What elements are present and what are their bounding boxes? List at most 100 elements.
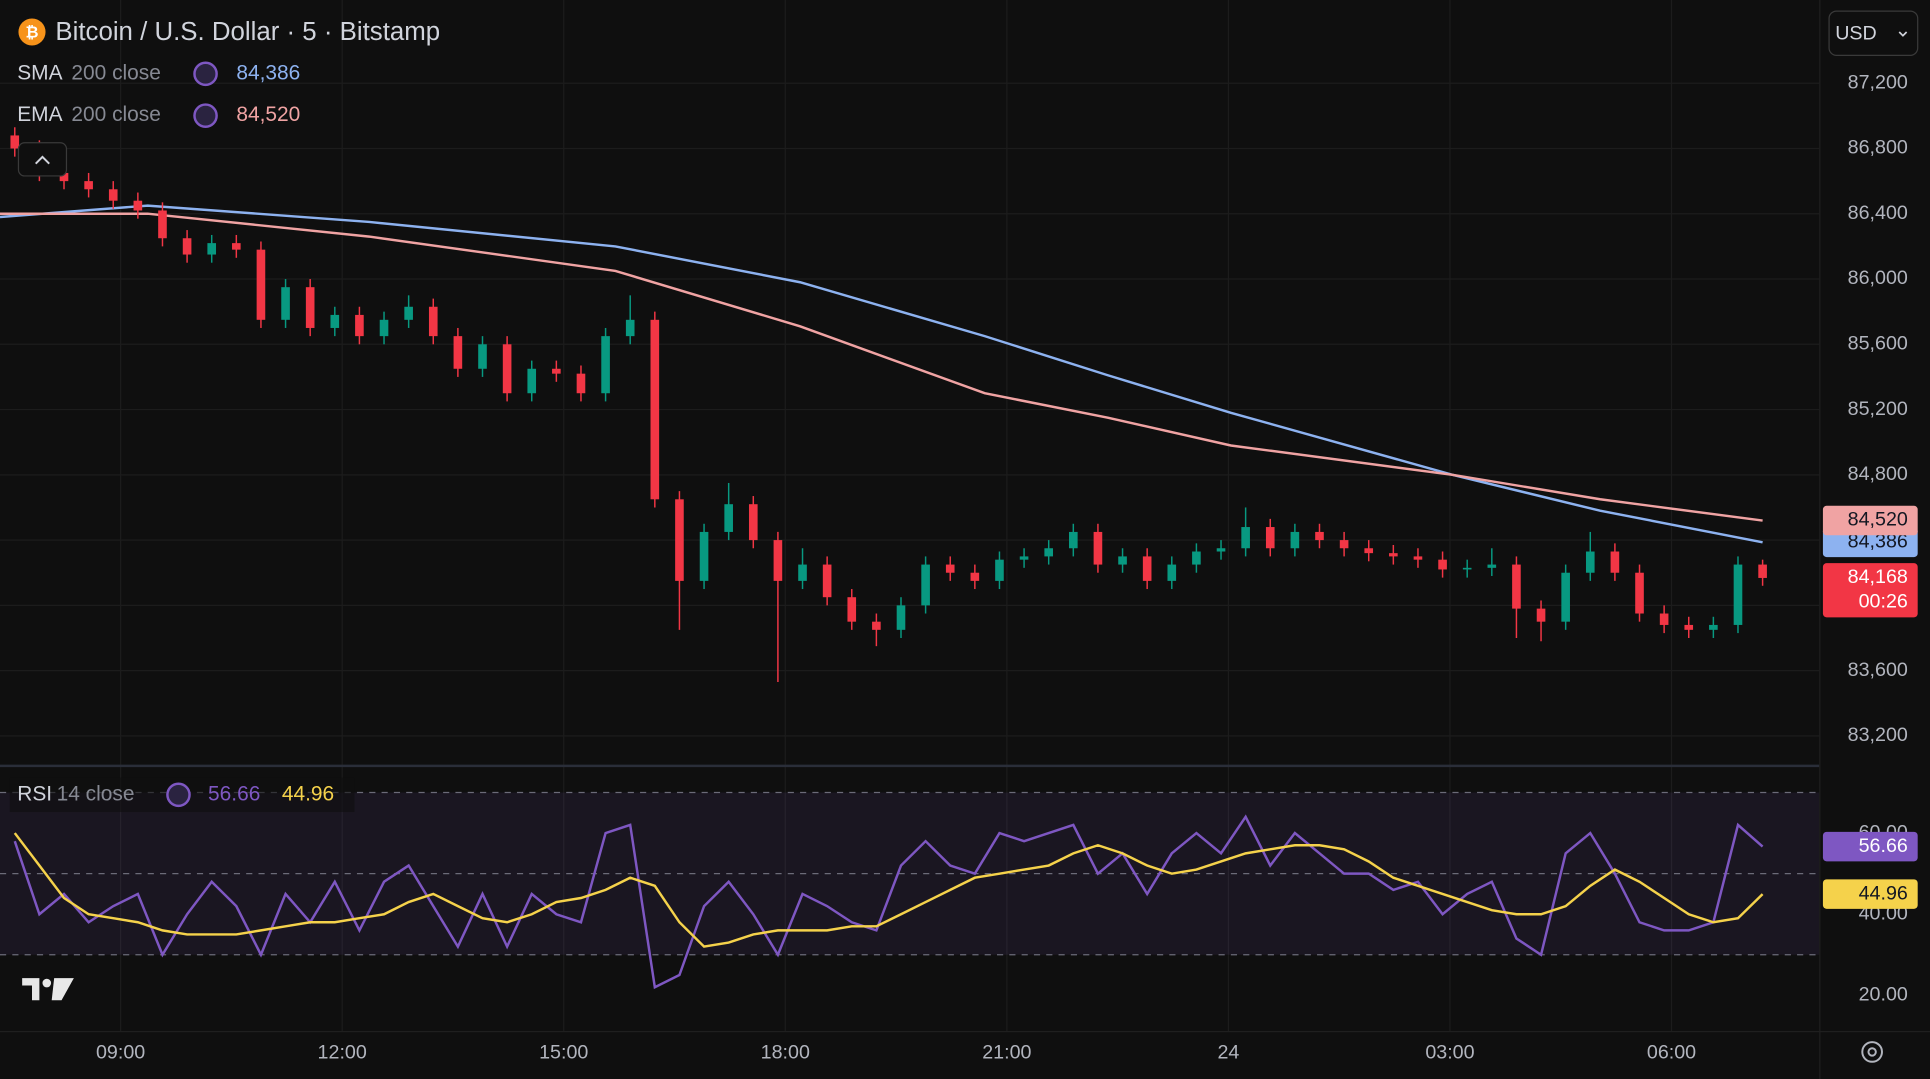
candle-body [1709,624,1718,630]
currency-button[interactable] [1828,10,1919,56]
candle-body [601,336,610,394]
x-tick-label: 12:00 [318,1041,367,1063]
candle-body [625,319,635,337]
y-tick-label: 86,000 [1848,267,1908,289]
candle-body [699,531,709,581]
candle-body [502,344,512,394]
candle-body [1413,556,1423,560]
candle-body [822,564,832,598]
logo-part [51,978,74,1001]
price-badge-label: 84,520 [1848,509,1908,531]
candle-body [1241,527,1250,549]
grid [0,0,1820,1032]
candle-body [1684,624,1694,630]
x-tick-label: 09:00 [96,1041,145,1063]
candle-body [207,243,217,255]
candle-body [1290,531,1300,549]
candle-body [305,287,315,328]
legend-params: 14 close [57,782,135,805]
y-tick-label: 85,600 [1848,332,1908,354]
candle-body [921,564,930,606]
tradingview-logo [22,978,74,1001]
y-tick-label: 20.00 [1859,984,1908,1006]
candle-body [281,287,290,320]
indicator-line [0,212,1763,522]
candle-body [428,306,438,337]
price-badge [1822,505,1918,536]
candle-body [1019,556,1029,560]
chart-title[interactable]: Bitcoin / U.S. Dollar · 5 · Bitstamp [55,18,440,46]
candle-body [453,336,463,369]
collapse-legend-button[interactable] [17,142,68,177]
candle-body [1733,564,1743,625]
x-tick-label: 24 [1217,1041,1239,1063]
settings-icon [1861,1041,1883,1063]
symbol-icon-glyph: ₿ [25,23,38,41]
candle-body [1093,531,1103,565]
candle-body [1142,556,1152,581]
legend-source-icon [166,782,191,808]
logo-part [42,978,52,988]
candle-body [773,540,783,581]
legend-value: 84,520 [236,103,300,126]
candle-body [1610,551,1620,573]
symbol-icon [18,18,46,46]
indicator-line [0,204,1763,544]
candle-body [1216,548,1226,552]
legend-source-icon [193,103,218,128]
y-tick-label: 86,400 [1848,202,1908,224]
candle-body [478,344,487,369]
candle-body [59,172,69,182]
settings-button[interactable] [1861,1041,1883,1063]
legend-value: 44.96 [282,782,334,805]
x-tick-label: 21:00 [982,1041,1031,1063]
legend-value: 56.66 [208,782,260,805]
candle-body [84,181,93,190]
candle-body [158,210,167,239]
candle-body [552,368,561,374]
candle-body [1758,564,1767,578]
candle-body [133,200,143,211]
candle-body [1265,527,1275,549]
candle-body [1339,540,1349,549]
candle-body [872,621,881,630]
x-tick-label: 06:00 [1647,1041,1696,1063]
logo-part [22,978,40,1001]
candle-body [1462,567,1472,570]
candle-body [576,373,586,394]
legend-name: SMA [17,61,62,84]
price-badge-label: 84,386 [1848,531,1908,553]
candle-body [724,504,733,532]
candle-body [232,243,241,250]
candle-body [1118,556,1127,565]
candle-body [1512,564,1521,609]
candle-body [1635,572,1644,614]
candle-body [182,238,192,255]
candle-body [1438,559,1447,570]
collapse-icon [34,155,50,165]
candle-body [527,368,537,394]
candle-body [108,189,118,201]
candle-body [1044,548,1054,557]
header: ₿ Bitcoin / U.S. Dollar · 5 · Bitstamp U… [9,10,1919,1063]
indicator-line [13,832,1764,948]
axes: 83,20083,60084,00084,40084,80085,20085,6… [96,71,1918,1063]
x-tick-label: 03:00 [1425,1041,1474,1063]
y-tick-label: 85,200 [1848,398,1908,420]
legend-params: 200 close [71,61,161,84]
price-badge [1822,831,1918,862]
candle-body [1315,531,1324,541]
candle-body [1192,551,1201,565]
candle-body [355,314,364,337]
legend-value: 84,386 [236,61,300,84]
candle-body [650,319,660,500]
legend-params: 200 close [71,103,161,126]
candle-body [847,597,857,622]
candle-body [970,572,980,581]
indicator-line [13,814,1764,990]
y-tick-label: 86,800 [1848,137,1908,159]
legend-name: EMA [17,103,62,126]
candle-body [798,564,807,581]
